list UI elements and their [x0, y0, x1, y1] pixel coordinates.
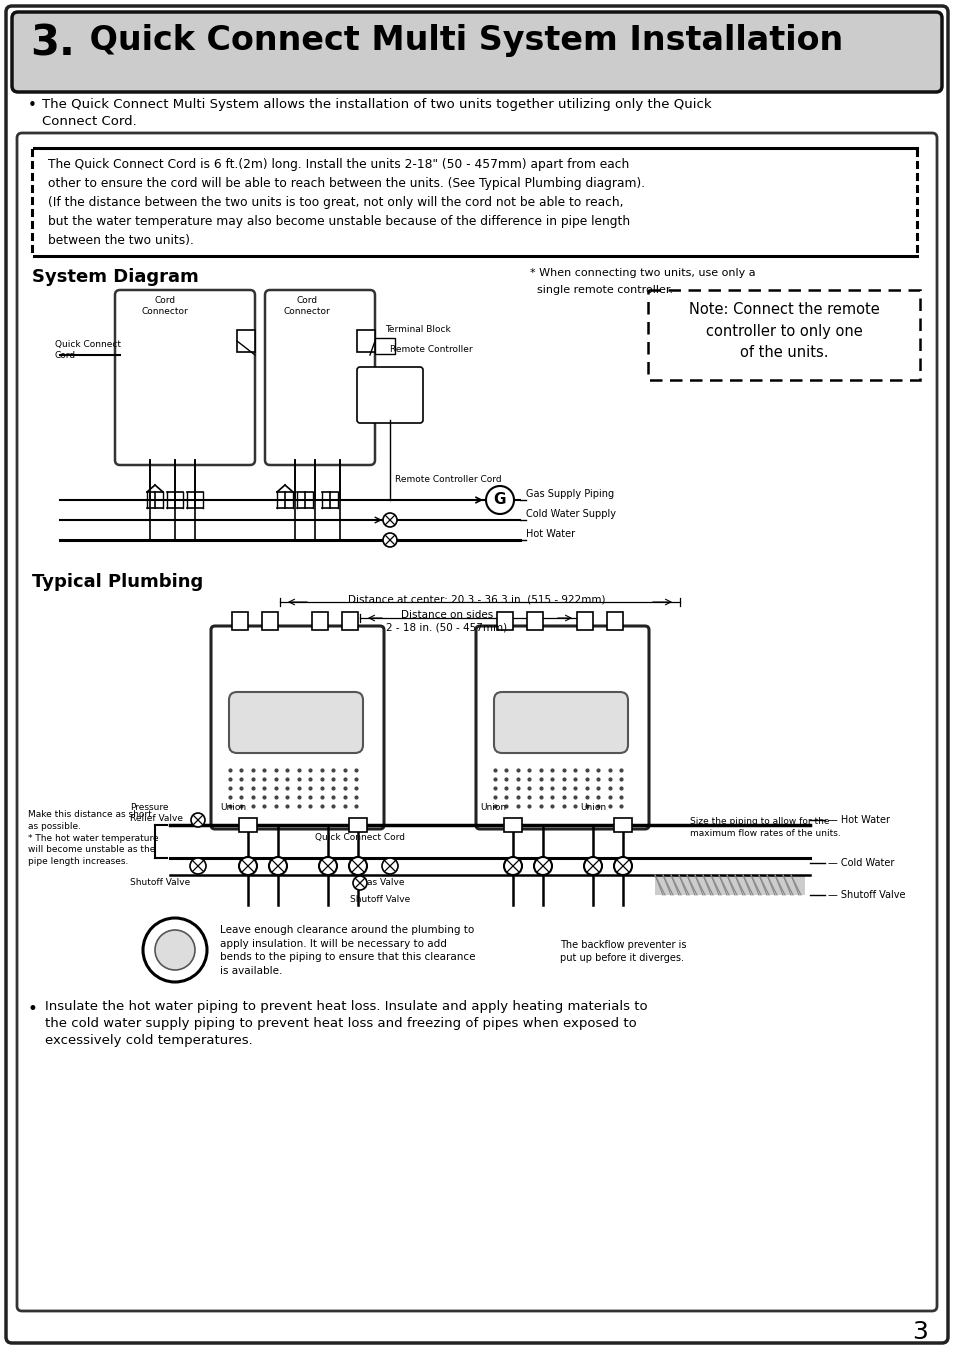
Bar	[341, 612, 357, 630]
Text: Shutoff Valve: Shutoff Valve	[130, 878, 190, 888]
Text: — Cold Water: — Cold Water	[827, 858, 893, 867]
Circle shape	[269, 857, 287, 875]
Text: The backflow preventer is
put up before it diverges.: The backflow preventer is put up before …	[559, 940, 686, 963]
Text: Quick Connect Cord: Quick Connect Cord	[314, 834, 405, 842]
Circle shape	[382, 534, 396, 547]
Circle shape	[190, 858, 206, 874]
Text: Union: Union	[479, 802, 506, 812]
Text: — Shutoff Valve: — Shutoff Valve	[827, 890, 904, 900]
Text: Hot Water: Hot Water	[525, 530, 575, 539]
Circle shape	[353, 875, 367, 890]
FancyBboxPatch shape	[494, 692, 627, 753]
Bar	[312, 612, 328, 630]
FancyBboxPatch shape	[17, 132, 936, 1310]
FancyBboxPatch shape	[211, 626, 384, 830]
Circle shape	[154, 929, 194, 970]
Text: Remote Controller Cord: Remote Controller Cord	[395, 476, 501, 484]
Bar	[526, 612, 542, 630]
Text: Quick Connect
Cord: Quick Connect Cord	[55, 340, 121, 361]
Text: 3.: 3.	[30, 22, 74, 63]
Text: Distance at center: 20.3 - 36.3 in. (515 - 922mm): Distance at center: 20.3 - 36.3 in. (515…	[348, 594, 605, 605]
Text: Terminal Block: Terminal Block	[385, 326, 450, 334]
FancyBboxPatch shape	[356, 367, 422, 423]
Text: Typical Plumbing: Typical Plumbing	[32, 573, 203, 590]
FancyBboxPatch shape	[476, 626, 648, 830]
FancyBboxPatch shape	[265, 290, 375, 465]
Text: The Quick Connect Multi System allows the installation of two units together uti: The Quick Connect Multi System allows th…	[42, 99, 711, 111]
Text: Union: Union	[579, 802, 605, 812]
Circle shape	[349, 857, 367, 875]
Bar	[497, 612, 513, 630]
Text: Size the piping to allow for the
maximum flow rates of the units.: Size the piping to allow for the maximum…	[689, 817, 840, 838]
FancyBboxPatch shape	[6, 5, 947, 1343]
Circle shape	[143, 917, 207, 982]
Text: Gas Supply Piping: Gas Supply Piping	[525, 489, 614, 499]
Bar	[614, 817, 631, 832]
Text: The Quick Connect Cord is 6 ft.(2m) long. Install the units 2-18" (50 - 457mm) a: The Quick Connect Cord is 6 ft.(2m) long…	[48, 158, 629, 172]
Text: Cold Water Supply: Cold Water Supply	[525, 509, 616, 519]
Text: Remote Controller: Remote Controller	[390, 345, 472, 354]
Text: Insulate the hot water piping to prevent heat loss. Insulate and apply heating m: Insulate the hot water piping to prevent…	[45, 1000, 647, 1013]
Bar	[606, 612, 622, 630]
Circle shape	[191, 813, 205, 827]
Text: Note: Connect the remote
controller to only one
of the units.: Note: Connect the remote controller to o…	[688, 303, 879, 361]
Text: Leave enough clearance around the plumbing to
apply insulation. It will be neces: Leave enough clearance around the plumbi…	[220, 925, 475, 975]
Circle shape	[583, 857, 601, 875]
Text: Distance on sides
2 - 18 in. (50 - 457mm): Distance on sides 2 - 18 in. (50 - 457mm…	[386, 611, 507, 632]
Bar	[655, 875, 804, 894]
Text: Union: Union	[220, 802, 246, 812]
Bar	[239, 817, 256, 832]
Text: single remote controller.: single remote controller.	[530, 285, 673, 295]
Text: (If the distance between the two units is too great, not only will the cord not : (If the distance between the two units i…	[48, 196, 623, 209]
Circle shape	[239, 857, 256, 875]
Bar	[577, 612, 593, 630]
Bar	[356, 330, 375, 353]
Bar	[503, 817, 521, 832]
Bar	[375, 338, 395, 354]
FancyBboxPatch shape	[12, 12, 941, 92]
Text: excessively cold temperatures.: excessively cold temperatures.	[45, 1034, 253, 1047]
Text: Make this distance as short
as possible.
* The hot water temperature
will become: Make this distance as short as possible.…	[28, 811, 158, 866]
Text: between the two units).: between the two units).	[48, 234, 193, 247]
Text: Cord
Connector: Cord Connector	[141, 296, 188, 316]
Bar	[349, 817, 367, 832]
Circle shape	[382, 513, 396, 527]
FancyBboxPatch shape	[115, 290, 254, 465]
Text: other to ensure the cord will be able to reach between the units. (See Typical P: other to ensure the cord will be able to…	[48, 177, 644, 190]
Text: Gas Valve: Gas Valve	[359, 878, 404, 888]
Circle shape	[503, 857, 521, 875]
Text: Quick Connect Multi System Installation: Quick Connect Multi System Installation	[78, 24, 842, 57]
FancyBboxPatch shape	[229, 692, 363, 753]
Text: but the water temperature may also become unstable because of the difference in : but the water temperature may also becom…	[48, 215, 630, 228]
Text: Connect Cord.: Connect Cord.	[42, 115, 136, 128]
Circle shape	[381, 858, 397, 874]
Text: Shutoff Valve: Shutoff Valve	[350, 894, 410, 904]
Text: •: •	[28, 1000, 38, 1019]
Text: G: G	[494, 493, 506, 508]
Circle shape	[534, 857, 552, 875]
Text: •: •	[28, 99, 37, 113]
Text: * When connecting two units, use only a: * When connecting two units, use only a	[530, 267, 755, 278]
Text: Pressure
Relief Valve: Pressure Relief Valve	[130, 802, 183, 823]
Circle shape	[614, 857, 631, 875]
Text: System Diagram: System Diagram	[32, 267, 198, 286]
Bar	[232, 612, 248, 630]
Circle shape	[485, 486, 514, 513]
Text: the cold water supply piping to prevent heat loss and freezing of pipes when exp: the cold water supply piping to prevent …	[45, 1017, 636, 1029]
Bar	[236, 330, 254, 353]
Text: Cord
Connector: Cord Connector	[283, 296, 330, 316]
Text: 3: 3	[911, 1320, 927, 1344]
Bar	[647, 290, 919, 380]
Bar	[262, 612, 277, 630]
Text: — Hot Water: — Hot Water	[827, 815, 889, 825]
Circle shape	[318, 857, 336, 875]
